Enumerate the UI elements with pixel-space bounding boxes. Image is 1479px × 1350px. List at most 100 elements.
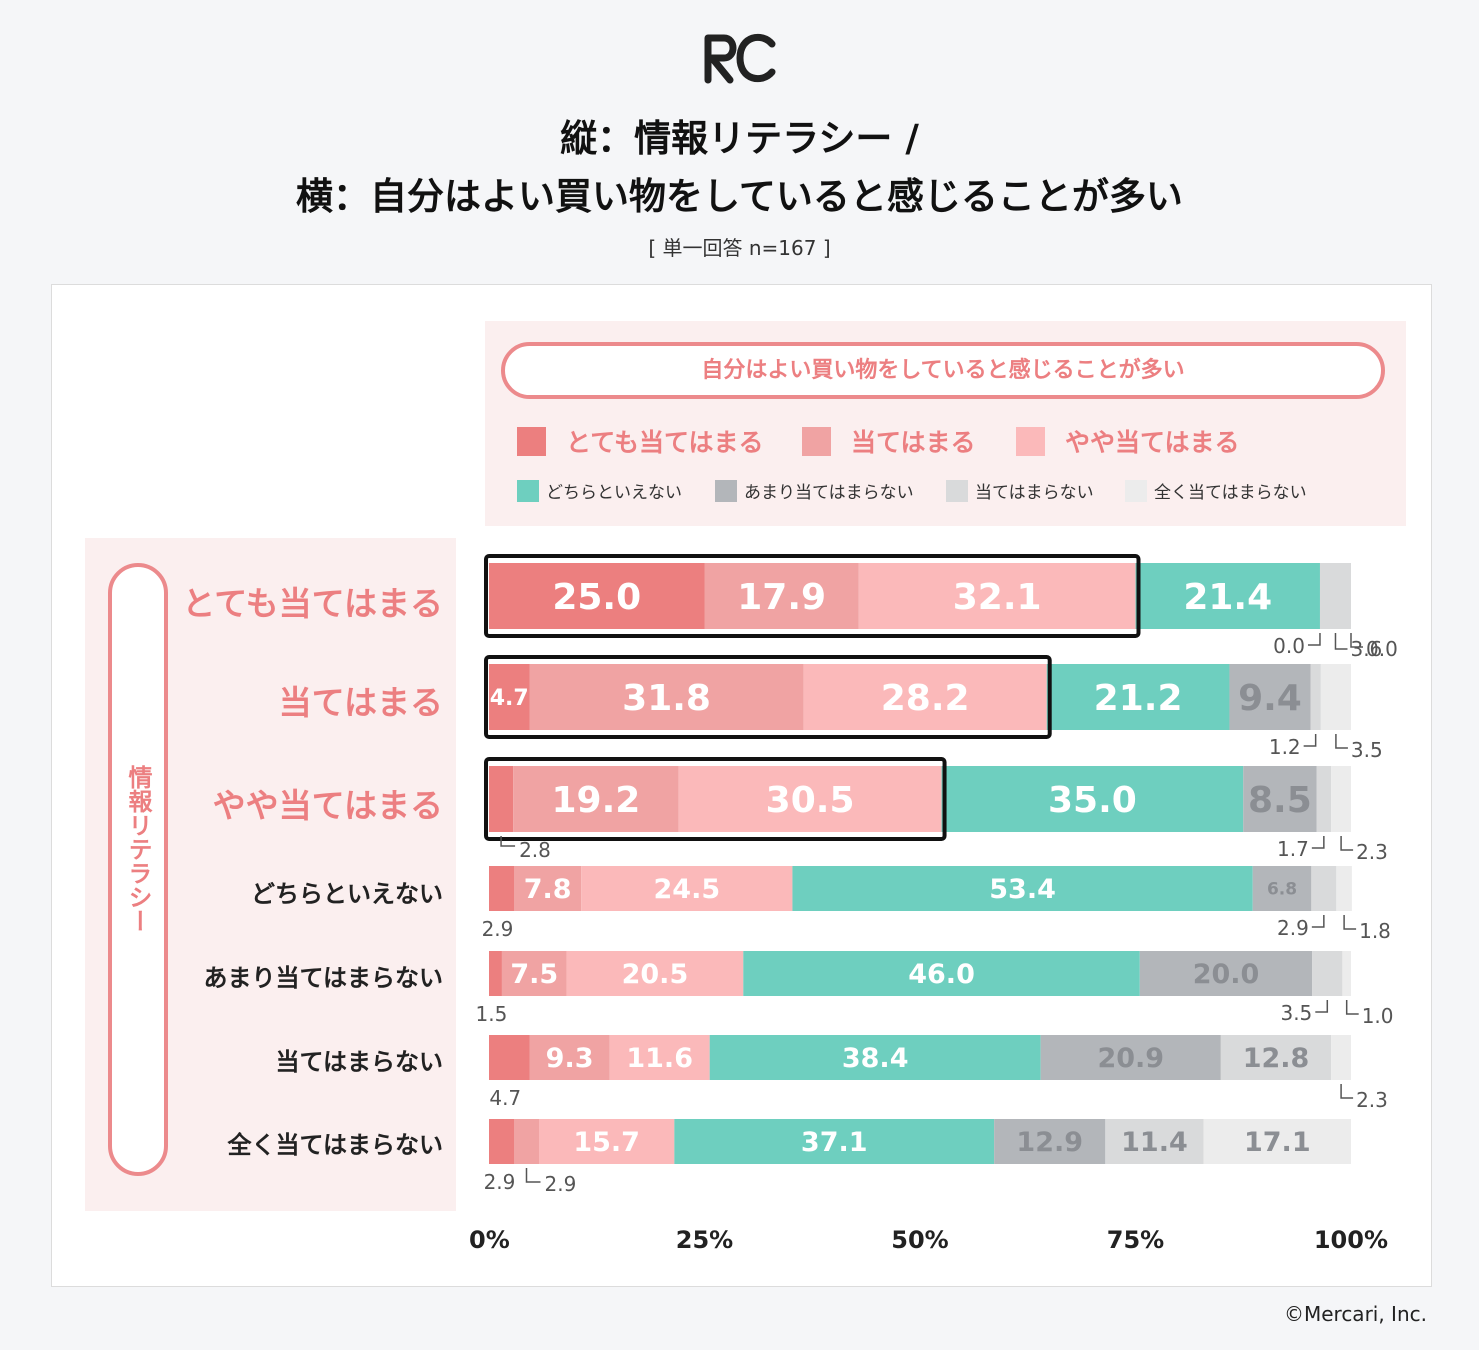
- bar-value-label: 30.5: [766, 780, 855, 821]
- bar-segment: [1320, 664, 1351, 730]
- outside-value-label: 1.8: [1359, 919, 1391, 943]
- bar-segment: [1336, 866, 1352, 911]
- bar-value-label: 25.0: [552, 577, 641, 618]
- bar-segment: [1316, 766, 1332, 832]
- bar-segment: [994, 1119, 1106, 1164]
- bar-segment: [609, 1035, 710, 1080]
- legend-label: とても当てはまる: [566, 428, 764, 457]
- bar-segment: [1252, 866, 1312, 911]
- x-tick-label: 100%: [1314, 1226, 1388, 1254]
- legend-title: 自分はよい買い物をしていると感じることが多い: [501, 342, 1385, 399]
- bar-segment: [489, 1035, 530, 1080]
- outside-value-label: 2.8: [519, 838, 551, 862]
- bar-value-label: 21.2: [1094, 678, 1183, 719]
- bar-segment: [1046, 664, 1230, 730]
- leader-line: [1350, 633, 1363, 648]
- bar-segment: [1220, 1035, 1332, 1080]
- outside-value-label: 4.7: [489, 1086, 521, 1110]
- leader-line: [1334, 633, 1348, 650]
- bar-segment: [529, 664, 804, 730]
- copyright: ©Mercari, Inc.: [1283, 1302, 1427, 1326]
- rc-logo: [704, 33, 776, 84]
- bar-value-label: 28.2: [881, 678, 970, 719]
- legend-label: どちらといえない: [546, 483, 682, 503]
- bar-segment: [1310, 664, 1321, 730]
- bar-value-label: 38.4: [842, 1043, 909, 1074]
- bar-segment: [1342, 951, 1351, 996]
- bar-segment: [1311, 866, 1337, 911]
- bar-segment: [489, 664, 530, 730]
- bar-segment: [1312, 951, 1343, 996]
- legend-label: 当てはまる: [851, 428, 976, 457]
- bar-segment: [538, 1119, 675, 1164]
- bar-segment: [674, 1119, 995, 1164]
- bar-segment: [1139, 951, 1313, 996]
- bar-segment: [704, 563, 859, 629]
- bar-segment: [1040, 1035, 1221, 1080]
- bar-segment: [1229, 664, 1311, 730]
- bar-segment: [792, 866, 1253, 911]
- row-label: やや当てはまる: [212, 786, 443, 825]
- outside-value-label: 2.3: [1356, 1088, 1388, 1112]
- outside-value-label: 0.0: [1273, 634, 1305, 658]
- row-label: 当てはまらない: [275, 1048, 443, 1076]
- bar-value-label: 20.5: [622, 959, 689, 990]
- outside-value-label: 3.5: [1351, 738, 1383, 762]
- legend-item-mattaku: 全く当てはまらない: [1125, 478, 1307, 503]
- bar-segment: [1331, 1035, 1351, 1080]
- row-label: どちらといえない: [251, 880, 443, 908]
- bar-value-label: 12.9: [1016, 1127, 1083, 1158]
- bar-value-label: 8.5: [1248, 780, 1312, 821]
- bar-value-label: 31.8: [622, 678, 711, 719]
- bar-segment: [513, 1119, 539, 1164]
- bar-value-label: 7.8: [524, 874, 572, 905]
- x-tick-label: 75%: [1107, 1226, 1164, 1254]
- row-label: あまり当てはまらない: [203, 964, 443, 992]
- bar-segment: [489, 951, 502, 996]
- bar-segment: [513, 866, 582, 911]
- bar-segment: [1243, 766, 1317, 832]
- leader-line: [1343, 915, 1357, 930]
- bar-segment: [513, 766, 679, 832]
- outside-value-label: 3.5: [1280, 1001, 1312, 1025]
- legend-swatch: [1016, 426, 1045, 456]
- outside-value-label: 2.9: [484, 1170, 516, 1194]
- bar-value-label: 9.4: [1238, 678, 1302, 719]
- x-tick-label: 0%: [469, 1226, 510, 1254]
- bar-value-label: 17.1: [1244, 1127, 1311, 1158]
- bar-value-label: 15.7: [573, 1127, 640, 1158]
- legend-swatch: [946, 479, 968, 502]
- highlight-frame: [484, 757, 947, 841]
- x-tick-label: 50%: [891, 1226, 948, 1254]
- bar-value-label: 32.1: [953, 577, 1042, 618]
- leader-line: [1315, 1000, 1329, 1013]
- row-label: 当てはまる: [278, 683, 443, 722]
- leader-line: [500, 836, 516, 847]
- outside-value-label: 2.9: [482, 917, 514, 941]
- outside-value-label: 2.9: [544, 1172, 576, 1196]
- legend-item-dochira: どちらといえない: [517, 478, 682, 503]
- leader-line: [1307, 633, 1321, 646]
- bar-value-label: 46.0: [908, 959, 975, 990]
- bar-segment: [501, 951, 567, 996]
- bar-segment: [1105, 1119, 1204, 1164]
- outside-value-label: 1.7: [1277, 837, 1309, 861]
- legend-label: やや当てはまる: [1065, 428, 1240, 457]
- legend-item-amari: あまり当てはまらない: [715, 478, 914, 503]
- legend-item-atehamaranai: 当てはまらない: [946, 478, 1094, 503]
- bar-value-label: 24.5: [654, 874, 721, 905]
- bar-segment: [1319, 563, 1351, 629]
- bar-segment: [489, 866, 514, 911]
- bar-value-label: 6.8: [1267, 880, 1297, 900]
- row-label: 全く当てはまらない: [227, 1131, 443, 1159]
- bar-segment: [489, 1119, 514, 1164]
- bar-value-label: 35.0: [1048, 780, 1137, 821]
- chart-title-line2: 横：自分はよい買い物をしていると感じることが多い: [296, 175, 1183, 218]
- row-label: とても当てはまる: [182, 584, 443, 623]
- bar-value-label: 12.8: [1243, 1043, 1310, 1074]
- x-tick-label: 25%: [676, 1226, 733, 1254]
- outside-value-label: 1.5: [476, 1002, 508, 1026]
- leader-line: [1340, 1084, 1354, 1099]
- bar-value-label: 11.6: [626, 1043, 693, 1074]
